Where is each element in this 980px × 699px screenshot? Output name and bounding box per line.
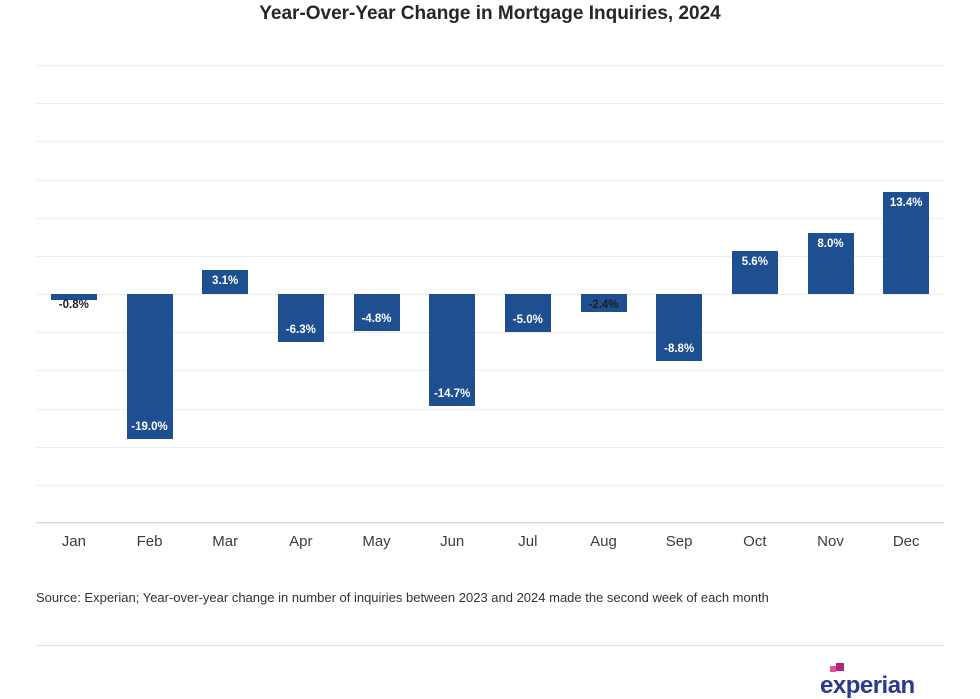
bar-oct [731, 251, 778, 294]
x-axis-label-nov: Nov [817, 533, 844, 550]
footer-divider [36, 645, 944, 646]
bar-label-apr: -6.3% [285, 324, 316, 337]
bar-mar [202, 270, 249, 294]
source-note: Source: Experian; Year-over-year change … [36, 590, 769, 605]
bar-may [353, 294, 400, 331]
experian-logo: experian [820, 663, 940, 699]
bar-label-jul: -5.0% [512, 314, 543, 327]
bar-jul [504, 294, 551, 333]
bar-feb [126, 294, 173, 440]
x-axis-label-apr: Apr [289, 533, 313, 550]
x-axis-label-jul: Jul [518, 533, 538, 550]
gridline [36, 484, 944, 486]
experian-logo-text: experian [820, 672, 915, 699]
gridline [36, 255, 944, 257]
gridline [36, 179, 944, 181]
bar-nov [807, 232, 854, 294]
x-axis-label-jun: Jun [440, 533, 465, 550]
x-axis-label-jan: Jan [61, 533, 86, 550]
x-axis-label-sep: Sep [665, 533, 693, 550]
x-axis-label-oct: Oct [743, 533, 767, 550]
bar-label-dec: 13.4% [889, 196, 923, 209]
gridline [36, 65, 944, 66]
gridline [36, 332, 944, 334]
bar-label-nov: 8.0% [817, 237, 844, 250]
bar-dec [883, 191, 930, 294]
gridline [36, 217, 944, 219]
x-axis-label-feb: Feb [136, 533, 163, 550]
bar-jun [429, 294, 476, 407]
bar-label-sep: -8.8% [664, 343, 695, 356]
experian-logo-dots-icon [830, 663, 940, 673]
gridline [36, 446, 944, 448]
gridline [36, 523, 944, 524]
bar-apr [277, 294, 324, 343]
bar-aug [580, 294, 627, 313]
gridline [36, 408, 944, 410]
x-axis-label-dec: Dec [892, 533, 920, 550]
bar-label-jun: -14.7% [433, 388, 471, 401]
gridline [36, 141, 944, 143]
gridline [36, 103, 944, 105]
bar-label-may: -4.8% [361, 312, 392, 325]
plot-area: -0.8% -19.0% 3.1% -6.3% -4.8% -14.7% -5.0% -2.4… [36, 65, 944, 550]
bar-label-feb: -19.0% [131, 421, 168, 434]
bar-label-aug: -2.4% [588, 299, 619, 311]
bar-label-oct: 5.6% [741, 256, 768, 269]
x-axis-label-may: May [362, 533, 391, 550]
logo-dot-dark-icon [836, 663, 844, 671]
x-axis-label-aug: Aug [590, 533, 617, 550]
bar-label-mar: 3.1% [212, 275, 239, 288]
bar-sep [656, 294, 703, 362]
x-axis-label-mar: Mar [212, 533, 239, 550]
bar-label-jan: -0.8% [58, 299, 89, 311]
logo-dot-light-icon [830, 666, 836, 672]
bar-jan [50, 294, 97, 301]
gridline [36, 370, 944, 372]
chart-title: Year-Over-Year Change in Mortgage Inquir… [259, 3, 721, 24]
gridline [36, 294, 944, 295]
